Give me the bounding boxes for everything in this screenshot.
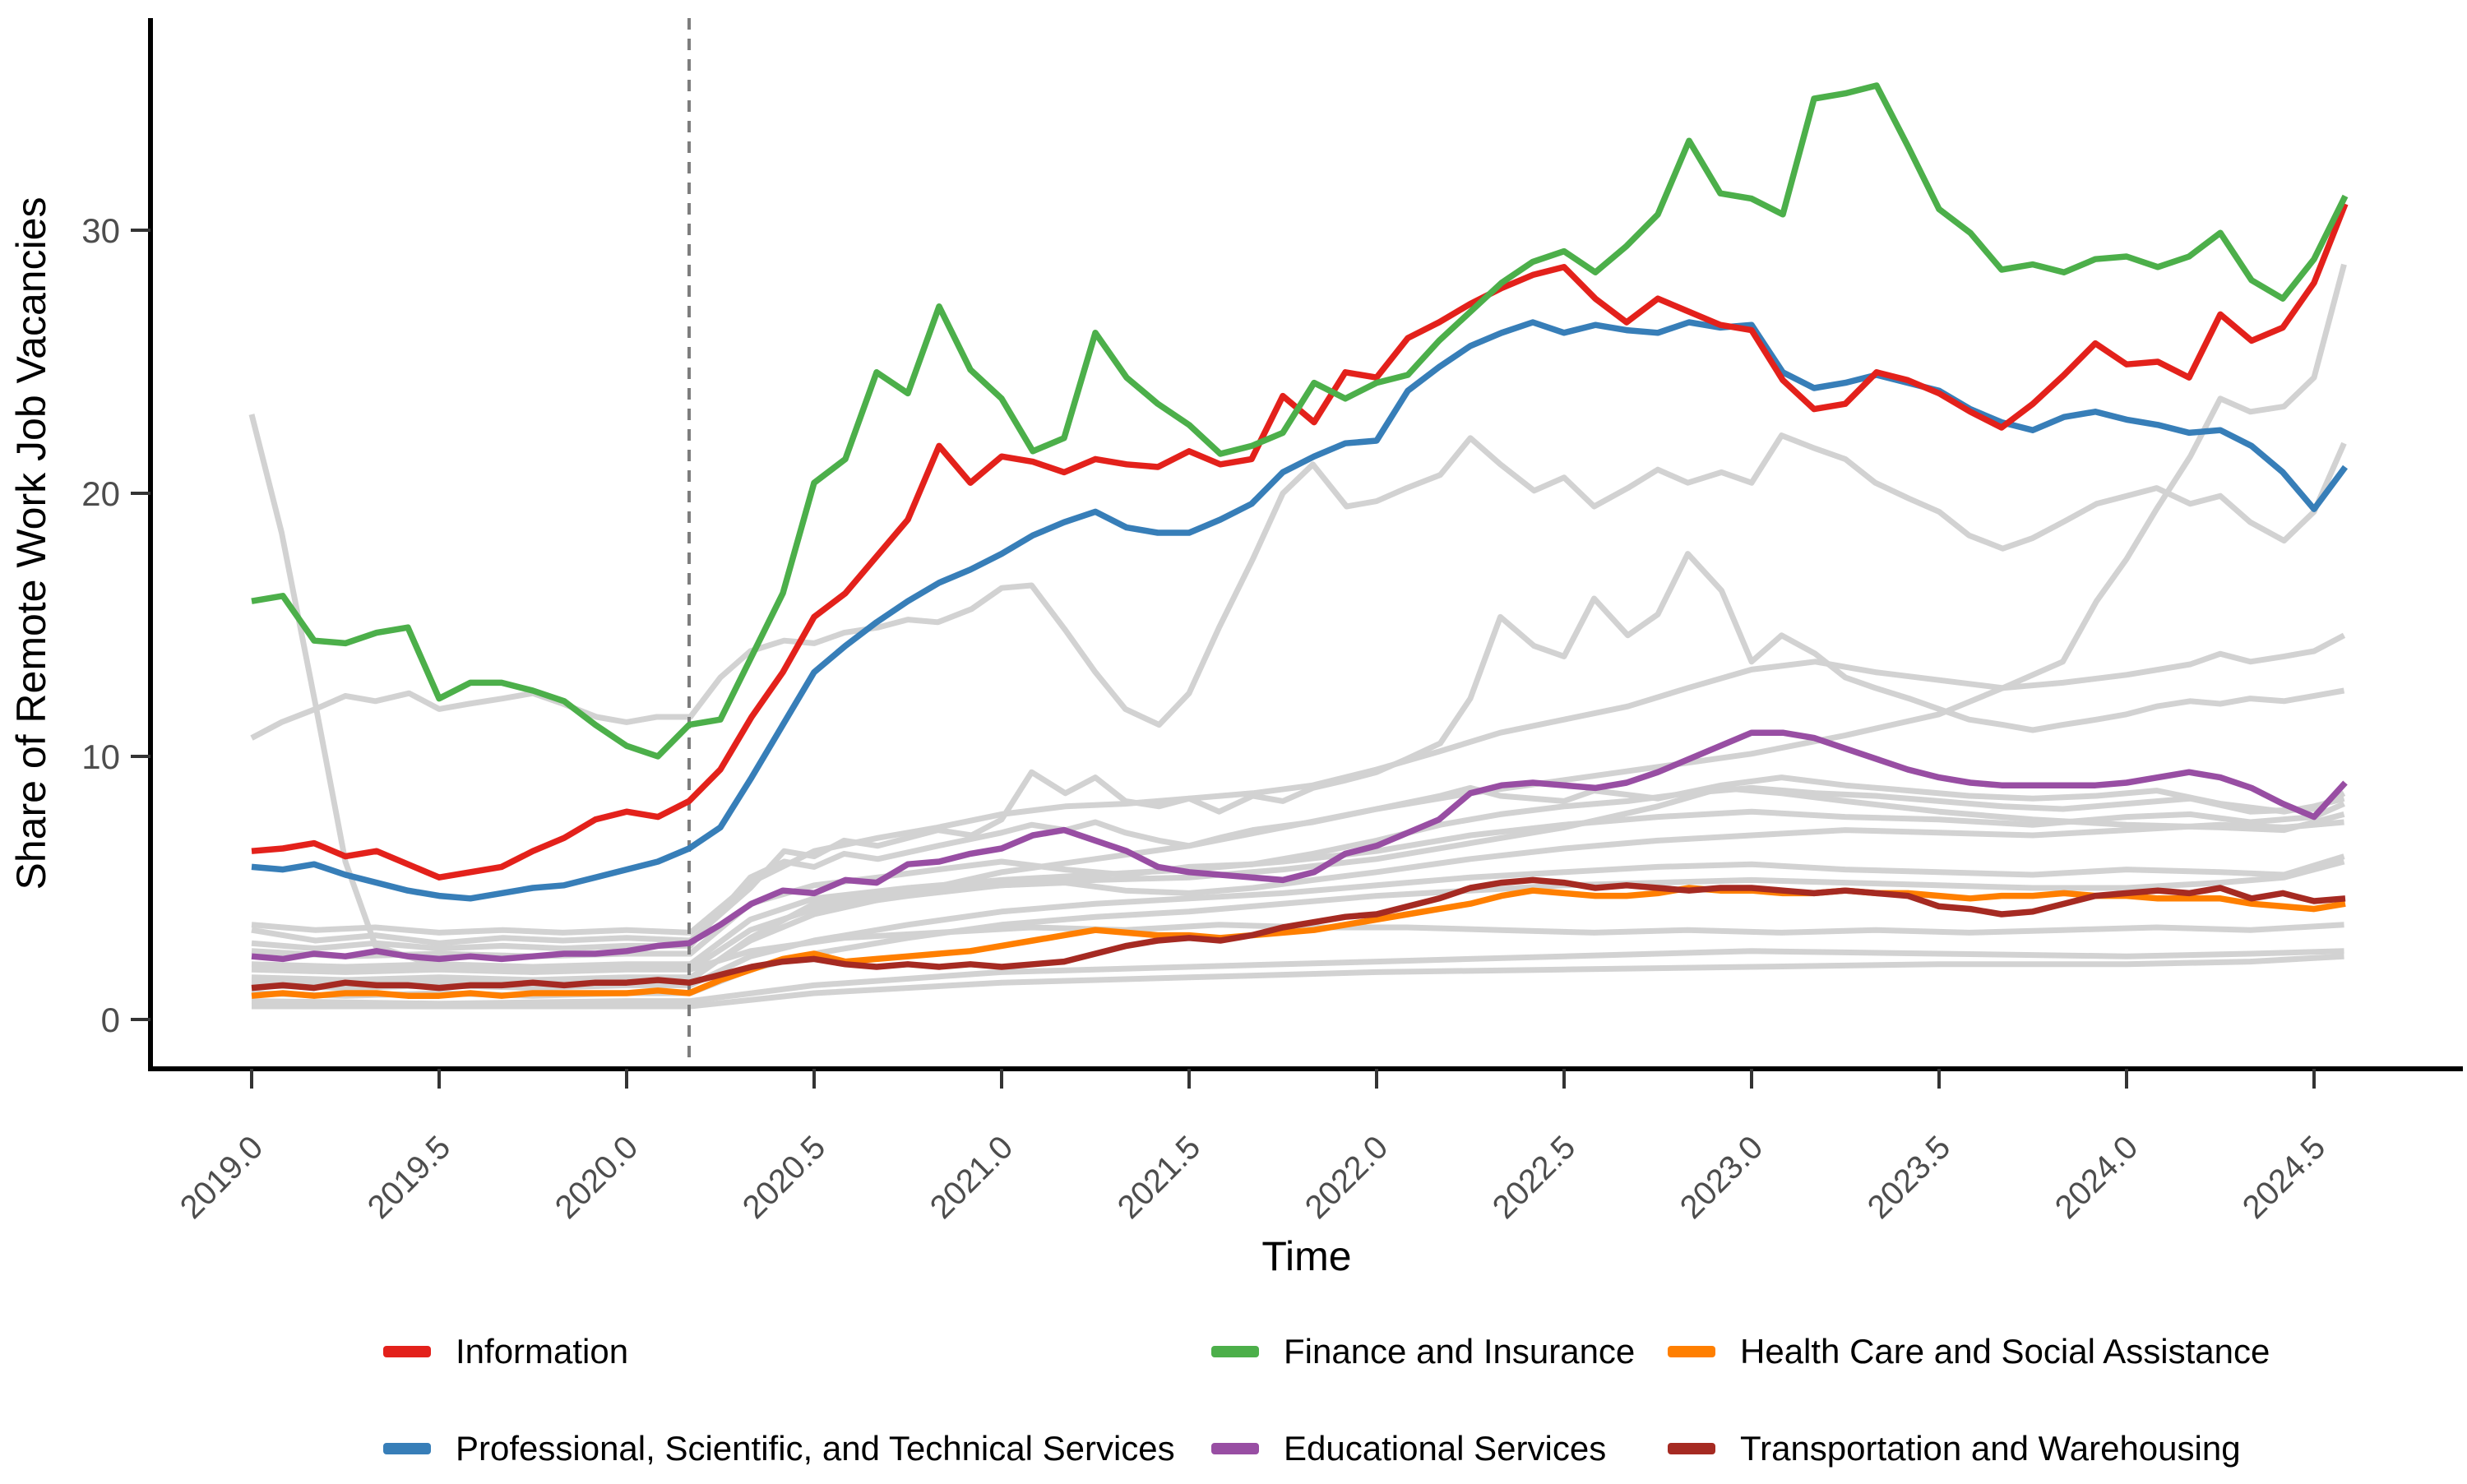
x-tick-label-2023.0: 2023.0 bbox=[1673, 1129, 1770, 1226]
legend-label-educational-services: Educational Services bbox=[1284, 1429, 1607, 1468]
legend: Information Finance and Insurance Health… bbox=[383, 1325, 2270, 1475]
legend-label-professional-scientific-technical: Professional, Scientific, and Technical … bbox=[456, 1429, 1175, 1468]
finance-insurance-line-swatch bbox=[1211, 1346, 1259, 1357]
gray-background-series bbox=[248, 263, 2347, 1010]
x-tick-label-2023.5: 2023.5 bbox=[1861, 1129, 1958, 1226]
series-line-health_care_social_assistance bbox=[251, 885, 2346, 999]
gray-sector-line-2 bbox=[250, 432, 2347, 741]
series-line-professional_scientific_technical bbox=[251, 319, 2349, 902]
x-tick-label-2020.0: 2020.0 bbox=[548, 1129, 646, 1226]
information-line-swatch bbox=[383, 1346, 431, 1357]
series-line-educational_services bbox=[251, 729, 2348, 963]
legend-item-finance-and-insurance: Finance and Insurance bbox=[1211, 1332, 1668, 1371]
x-tick-label-2020.5: 2020.5 bbox=[736, 1129, 833, 1226]
y-tick-label-10: 10 bbox=[81, 737, 120, 776]
x-tick-label-2024.5: 2024.5 bbox=[2236, 1129, 2333, 1226]
x-tick-label-2019.5: 2019.5 bbox=[361, 1129, 458, 1226]
x-tick-label-2019.0: 2019.0 bbox=[174, 1129, 271, 1226]
x-axis-ticks: 2019.0 2019.5 2020.0 2020.5 2021.0 2021.5 2022… bbox=[174, 1069, 2333, 1226]
legend-label-health-care: Health Care and Social Assistance bbox=[1740, 1332, 2270, 1371]
x-axis-title: Time bbox=[1261, 1233, 1351, 1279]
y-tick-label-30: 30 bbox=[81, 211, 120, 250]
legend-item-professional-scientific-technical: Professional, Scientific, and Technical … bbox=[383, 1429, 1211, 1468]
y-tick-label-0: 0 bbox=[101, 1001, 120, 1039]
gray-sector-line-12 bbox=[252, 953, 2344, 1010]
transportation-warehousing-line-swatch bbox=[1668, 1443, 1715, 1454]
legend-label-finance-and-insurance: Finance and Insurance bbox=[1284, 1332, 1636, 1371]
x-tick-label-2022.5: 2022.5 bbox=[1486, 1129, 1583, 1226]
y-axis-ticks: 0 10 20 30 bbox=[81, 211, 150, 1039]
gray-sector-line-7 bbox=[251, 801, 2345, 970]
series-line-finance_insurance bbox=[251, 82, 2349, 760]
series-line-transportation_warehousing bbox=[251, 876, 2346, 992]
x-tick-label-2021.0: 2021.0 bbox=[923, 1129, 1021, 1226]
gray-sector-line-6 bbox=[251, 784, 2346, 959]
highlighted-series bbox=[251, 82, 2349, 999]
professional-services-line-swatch bbox=[383, 1443, 431, 1454]
x-tick-label-2021.5: 2021.5 bbox=[1111, 1129, 1208, 1226]
legend-label-transportation-warehousing: Transportation and Warehousing bbox=[1740, 1429, 2241, 1468]
educational-services-line-swatch bbox=[1211, 1443, 1259, 1454]
x-tick-label-2024.0: 2024.0 bbox=[2048, 1129, 2145, 1226]
axes bbox=[148, 18, 2463, 1071]
gray-sector-line-11 bbox=[251, 948, 2344, 1007]
gray-sector-line-4 bbox=[251, 632, 2346, 936]
legend-item-health-care: Health Care and Social Assistance bbox=[1668, 1332, 2270, 1371]
health-care-line-swatch bbox=[1668, 1346, 1715, 1357]
y-axis-title: Share of Remote Work Job Vacancies bbox=[8, 197, 54, 890]
legend-item-information: Information bbox=[383, 1332, 1211, 1371]
x-tick-label-2022.0: 2022.0 bbox=[1298, 1129, 1395, 1226]
y-tick-label-20: 20 bbox=[81, 474, 120, 513]
legend-item-transportation-warehousing: Transportation and Warehousing bbox=[1668, 1429, 2270, 1468]
legend-label-information: Information bbox=[456, 1332, 629, 1371]
legend-item-educational-services: Educational Services bbox=[1211, 1429, 1668, 1468]
